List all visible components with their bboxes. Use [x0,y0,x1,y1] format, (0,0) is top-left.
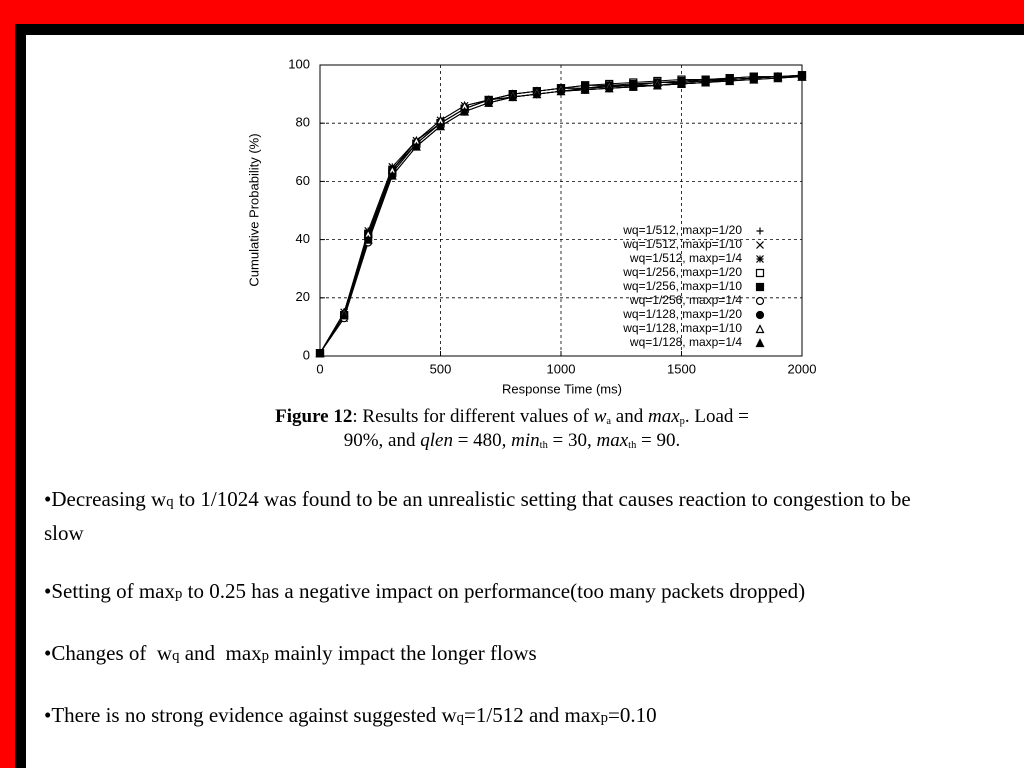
caption-text: . Load = [684,406,749,427]
legend-marker [755,268,765,278]
caption-line: Figure 12: Results for different values … [0,406,1024,428]
data-point [315,348,325,358]
legend-marker [755,310,765,320]
caption-line: 90%, and qlen = 480, minth = 30, maxth =… [0,430,1024,452]
content [26,35,1024,768]
bullet-text: q [166,494,174,510]
caption-text: = 30, [547,430,597,451]
data-point [484,97,494,107]
bullet-text: =1/512 and max [464,703,601,727]
data-point [701,77,711,87]
x-tick-label: 2000 [788,361,817,376]
bullet-text: •Setting of max [44,579,176,603]
data-point [532,89,542,99]
data-point [339,310,349,320]
data-point [460,106,470,116]
caption-text: th [539,440,548,452]
y-tick-label: 40 [296,231,310,246]
bullet-text: to 1/1024 was found to be an unrealistic… [44,487,911,545]
y-tick-label: 80 [296,115,310,130]
legend-label: wq=1/128, maxp=1/20 [622,307,742,321]
bullet: •Changes of wq and maxp mainly impact th… [44,638,949,672]
legend-marker [756,241,764,249]
data-point [556,86,566,96]
data-point [628,81,638,91]
caption-text: p [679,416,685,428]
caption-text: max [596,430,629,451]
caption-text: = 480, [452,430,512,451]
bullet-text: mainly impact the longer flows [269,641,537,665]
legend-marker [756,255,764,263]
y-tick-label: 20 [296,289,310,304]
data-point [677,79,686,89]
data-point [508,92,518,102]
legend-marker [755,338,765,348]
legend-label: wq=1/512, maxp=1/4 [629,251,742,265]
y-axis-title: Cumulative Probability (%) [246,133,261,286]
caption-text: w [593,406,607,427]
data-point [363,234,373,244]
caption-text: 90%, and [343,430,421,451]
bullet-text: p [261,648,270,664]
bullet-text: q [456,710,465,726]
x-tick-label: 0 [316,361,323,376]
bullet: •Decreasing wq to 1/1024 was found to be… [44,484,949,549]
chart: Response Time (ms) Cumulative Probabilit… [246,56,817,396]
bullet-text: •Decreasing w [44,487,167,511]
data-point [411,141,421,151]
bullet-text: and max [179,641,262,665]
bullet-text: p [175,586,183,602]
y-tick-label: 100 [288,56,310,71]
legend-marker [756,227,764,235]
y-tick-label: 60 [296,173,310,188]
caption-text: and [611,406,648,427]
data-point [725,76,735,86]
data-point [797,71,807,81]
bullet-text: q [172,648,180,664]
bullet-text: to 0.25 has a negative impact on perform… [182,579,806,603]
x-tick-label: 1000 [547,361,576,376]
x-tick-label: 1500 [667,361,696,376]
bullet: •Setting of maxp to 0.25 has a negative … [44,576,949,610]
legend-label: wq=1/512, maxp=1/20 [622,223,742,237]
caption-text: qlen [420,430,453,451]
legend-marker [755,296,765,306]
caption-text: = 90. [636,430,681,451]
data-point [604,83,614,93]
bullet-text: •Changes of w [44,641,173,665]
bullet-text: •There is no strong evidence against sug… [44,703,457,727]
legend-label: wq=1/256, maxp=1/4 [629,293,742,307]
data-point [652,80,662,90]
legend-label: wq=1/128, maxp=1/10 [622,321,742,335]
bullet-text: p [600,710,609,726]
data-point [436,121,445,131]
caption-text: min [511,430,540,451]
legend-label: wq=1/128, maxp=1/4 [629,335,742,349]
data-point [580,84,590,94]
legend-marker [755,282,765,292]
y-tick-label: 0 [303,347,310,362]
bullet: •There is no strong evidence against sug… [44,700,949,734]
x-tick-label: 500 [430,361,452,376]
legend-marker [755,324,765,334]
legend-label: wq=1/256, maxp=1/20 [622,265,742,279]
x-axis-title: Response Time (ms) [502,381,622,396]
legend-label: wq=1/512, maxp=1/10 [622,237,742,251]
data-point [387,170,397,180]
caption-text: th [628,440,637,452]
data-point [749,74,759,84]
legend-label: wq=1/256, maxp=1/10 [622,279,742,293]
caption-text: max [647,406,680,427]
caption-text: a [606,416,612,428]
data-point [773,73,783,83]
caption-label: Figure 12 [275,406,353,427]
bullet-text: =0.10 [608,703,657,727]
caption-text: : Results for different values of [352,406,594,427]
